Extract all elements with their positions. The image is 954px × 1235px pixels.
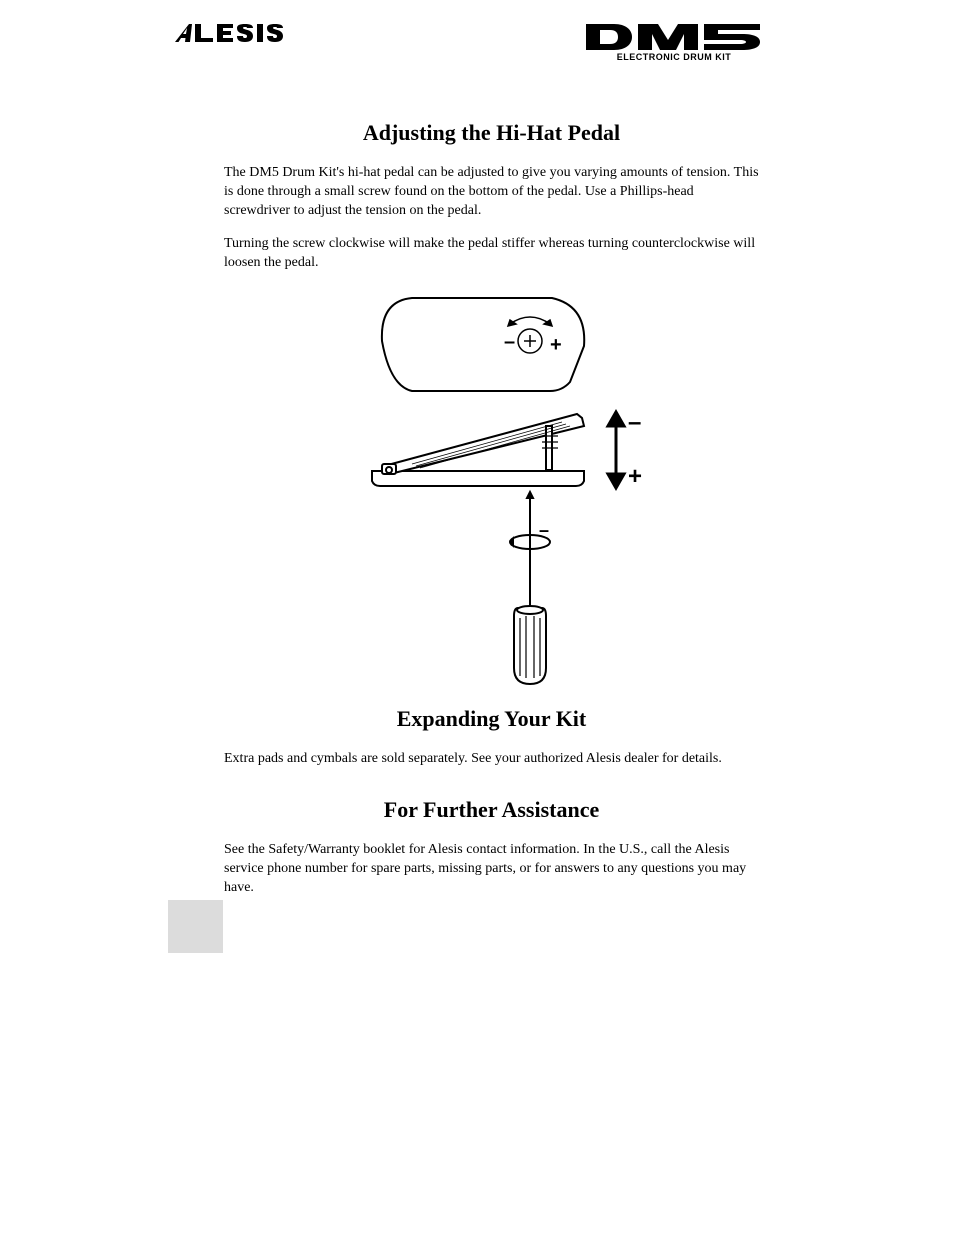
section-title-expand: Expanding Your Kit <box>224 706 759 732</box>
assist-paragraph-1: See the Safety/Warranty booklet for Ales… <box>224 841 759 898</box>
page-content: Adjusting the Hi-Hat Pedal The DM5 Drum … <box>0 62 954 898</box>
svg-text:–: – <box>504 331 515 353</box>
svg-text:–: – <box>539 520 549 540</box>
expand-paragraph-1: Extra pads and cymbals are sold separate… <box>224 750 759 769</box>
hihat-paragraph-2: Turning the screw clockwise will make th… <box>224 235 759 273</box>
pedal-diagram-icon: – + – <box>332 286 652 686</box>
dm5-logo-icon: ELECTRONIC DRUM KIT <box>584 22 764 62</box>
svg-text:+: + <box>628 463 642 490</box>
page-number-box <box>168 900 223 953</box>
hihat-diagram: – + – <box>224 286 759 686</box>
brand-logo-right: ELECTRONIC DRUM KIT <box>584 22 764 62</box>
svg-text:–: – <box>628 409 641 436</box>
page-header: ELECTRONIC DRUM KIT <box>0 0 954 62</box>
brand-logo-left <box>175 22 290 46</box>
section-title-hihat: Adjusting the Hi-Hat Pedal <box>224 120 759 146</box>
svg-text:ELECTRONIC DRUM KIT: ELECTRONIC DRUM KIT <box>617 52 732 62</box>
alesis-logo-icon <box>175 22 290 46</box>
hihat-paragraph-1: The DM5 Drum Kit's hi-hat pedal can be a… <box>224 164 759 221</box>
svg-text:+: + <box>550 334 562 356</box>
section-title-assist: For Further Assistance <box>224 797 759 823</box>
